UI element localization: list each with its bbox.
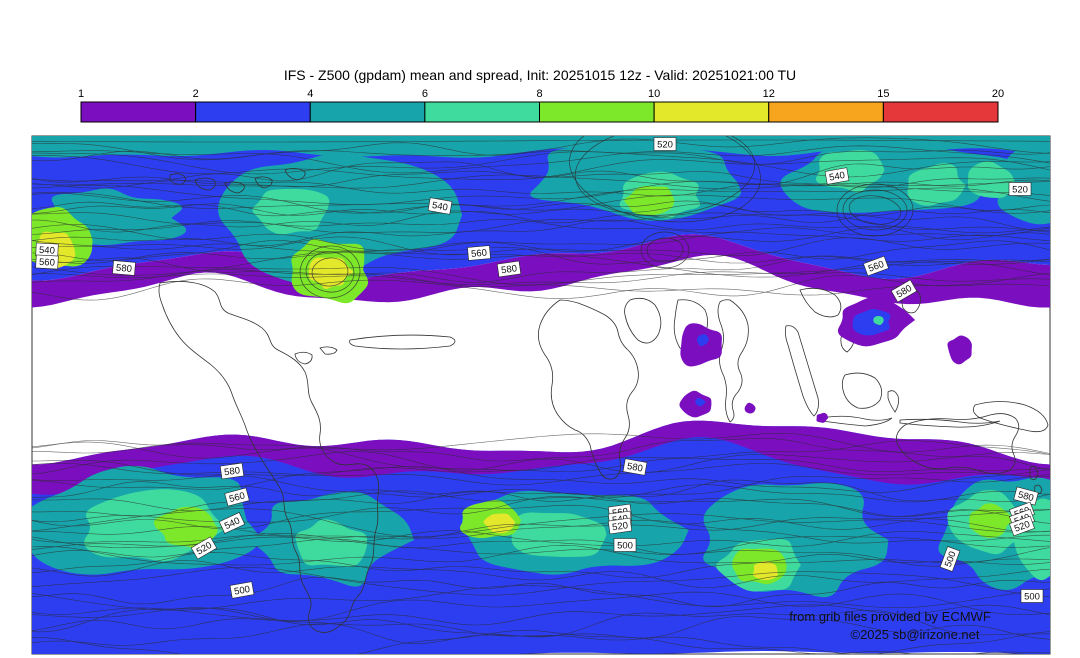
svg-text:15: 15 <box>877 88 889 100</box>
svg-text:560: 560 <box>39 257 55 269</box>
svg-text:6: 6 <box>422 88 428 100</box>
svg-text:10: 10 <box>648 88 660 100</box>
svg-text:1: 1 <box>78 88 84 100</box>
svg-text:520: 520 <box>611 520 628 533</box>
svg-text:©2025 sb@irizone.net: ©2025 sb@irizone.net <box>850 627 979 642</box>
svg-text:2: 2 <box>193 88 199 100</box>
svg-text:20: 20 <box>992 88 1004 100</box>
svg-text:500: 500 <box>1024 591 1040 602</box>
svg-text:8: 8 <box>536 88 542 100</box>
svg-text:from grib files provided by EC: from grib files provided by ECMWF <box>789 609 991 624</box>
svg-text:580: 580 <box>500 263 517 276</box>
svg-text:520: 520 <box>1012 184 1028 195</box>
svg-text:520: 520 <box>657 139 673 150</box>
svg-text:12: 12 <box>763 88 775 100</box>
svg-text:580: 580 <box>116 263 133 275</box>
svg-text:4: 4 <box>307 88 313 100</box>
svg-text:IFS - Z500 (gpdam) mean and sp: IFS - Z500 (gpdam) mean and spread, Init… <box>284 67 796 83</box>
svg-text:500: 500 <box>617 540 633 551</box>
svg-text:560: 560 <box>471 248 488 260</box>
svg-text:580: 580 <box>223 465 240 478</box>
